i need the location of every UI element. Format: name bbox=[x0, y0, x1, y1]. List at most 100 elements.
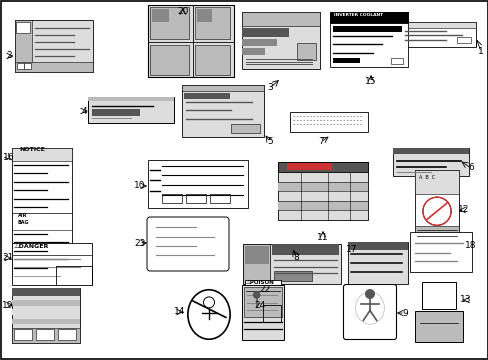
Circle shape bbox=[422, 197, 450, 225]
Bar bbox=[244, 246, 268, 264]
Bar bbox=[150, 7, 188, 39]
Text: 17: 17 bbox=[346, 244, 357, 253]
Bar bbox=[185, 194, 205, 203]
Bar bbox=[329, 12, 407, 67]
Text: 10: 10 bbox=[134, 181, 145, 190]
Bar bbox=[278, 201, 367, 211]
Text: 1: 1 bbox=[477, 48, 483, 57]
Bar bbox=[36, 329, 54, 340]
Text: 3: 3 bbox=[266, 84, 272, 93]
Text: 8: 8 bbox=[292, 252, 298, 261]
Text: 6: 6 bbox=[467, 163, 473, 172]
Bar bbox=[15, 20, 93, 72]
Bar bbox=[242, 48, 265, 55]
Bar bbox=[414, 170, 458, 245]
Bar bbox=[242, 39, 277, 46]
Text: AIR: AIR bbox=[18, 213, 27, 218]
Bar bbox=[286, 163, 331, 170]
Bar bbox=[12, 288, 80, 296]
Bar bbox=[197, 9, 212, 22]
Bar bbox=[399, 22, 475, 27]
Bar bbox=[329, 12, 407, 23]
Bar bbox=[414, 311, 462, 342]
Bar bbox=[244, 280, 281, 322]
Bar bbox=[421, 282, 455, 309]
Bar bbox=[16, 22, 30, 33]
Text: 4: 4 bbox=[81, 107, 87, 116]
Bar bbox=[242, 28, 288, 36]
Bar bbox=[182, 85, 264, 137]
Text: 16: 16 bbox=[3, 153, 15, 162]
Bar bbox=[414, 226, 458, 245]
Bar bbox=[12, 328, 80, 343]
Bar bbox=[390, 58, 402, 64]
Bar bbox=[182, 85, 264, 91]
Text: 5: 5 bbox=[266, 138, 272, 147]
Text: 18: 18 bbox=[464, 240, 476, 249]
Bar bbox=[162, 194, 182, 203]
Bar bbox=[242, 12, 319, 69]
Text: BAG: BAG bbox=[18, 220, 29, 225]
Bar bbox=[243, 244, 270, 284]
Bar bbox=[278, 162, 367, 172]
Bar bbox=[150, 45, 188, 75]
Text: 24: 24 bbox=[254, 302, 265, 310]
Bar bbox=[209, 194, 229, 203]
Bar bbox=[92, 109, 139, 116]
Bar bbox=[242, 12, 319, 26]
Text: 13: 13 bbox=[459, 296, 471, 305]
Bar bbox=[414, 170, 458, 194]
Bar bbox=[14, 329, 32, 340]
Bar bbox=[231, 124, 259, 133]
Bar bbox=[15, 20, 32, 72]
Bar bbox=[17, 63, 24, 69]
Text: 2: 2 bbox=[6, 51, 12, 60]
Bar bbox=[456, 37, 470, 43]
Text: ⚠POISON: ⚠POISON bbox=[245, 280, 274, 285]
Bar bbox=[58, 329, 76, 340]
Text: INVERTER COOLANT: INVERTER COOLANT bbox=[333, 13, 382, 17]
Bar bbox=[148, 160, 247, 208]
Bar bbox=[242, 285, 284, 340]
Bar bbox=[148, 5, 234, 77]
Bar bbox=[278, 182, 367, 192]
Bar bbox=[12, 148, 72, 278]
FancyBboxPatch shape bbox=[343, 284, 396, 339]
Bar bbox=[243, 244, 340, 284]
Bar bbox=[296, 43, 315, 60]
Bar bbox=[152, 9, 169, 22]
Bar bbox=[12, 300, 80, 306]
Bar bbox=[399, 22, 475, 47]
Bar bbox=[12, 310, 80, 315]
Bar bbox=[24, 63, 31, 69]
Bar bbox=[274, 271, 311, 281]
Circle shape bbox=[252, 291, 260, 299]
Bar bbox=[12, 319, 80, 324]
Text: 22: 22 bbox=[259, 284, 270, 293]
Bar bbox=[88, 97, 174, 101]
Ellipse shape bbox=[187, 290, 230, 339]
Bar bbox=[195, 7, 229, 39]
Text: A  B  C: A B C bbox=[418, 175, 434, 180]
Bar bbox=[195, 45, 229, 75]
Text: 23: 23 bbox=[134, 238, 145, 248]
Bar bbox=[392, 148, 468, 154]
Text: ⚠DANGER: ⚠DANGER bbox=[14, 244, 49, 249]
Bar bbox=[289, 112, 367, 132]
FancyBboxPatch shape bbox=[147, 217, 228, 271]
Text: 9: 9 bbox=[401, 309, 407, 318]
Bar bbox=[244, 287, 282, 317]
Bar bbox=[12, 288, 80, 343]
Text: 12: 12 bbox=[457, 206, 469, 215]
Bar bbox=[332, 26, 401, 32]
Text: 20: 20 bbox=[177, 8, 188, 17]
Bar bbox=[272, 244, 338, 255]
Bar bbox=[15, 62, 93, 72]
Circle shape bbox=[364, 289, 374, 299]
Bar bbox=[88, 97, 174, 123]
Text: 15: 15 bbox=[365, 77, 376, 86]
Bar bbox=[12, 148, 72, 161]
Bar bbox=[184, 93, 229, 99]
Text: NOTICE: NOTICE bbox=[19, 147, 45, 152]
Bar bbox=[392, 148, 468, 176]
